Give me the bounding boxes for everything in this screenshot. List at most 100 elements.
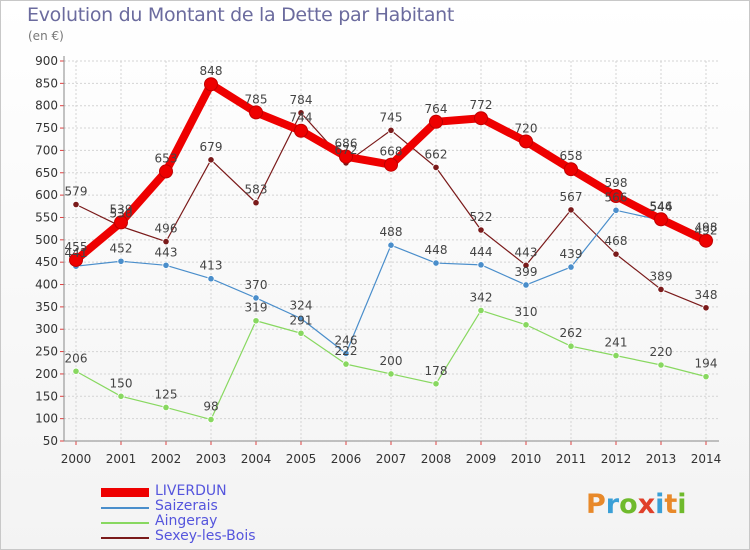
x-tick-label: 2007 (376, 452, 407, 466)
data-label: 441 (65, 246, 88, 260)
data-point-liverdun (384, 157, 398, 172)
data-label: 579 (65, 185, 88, 199)
data-label: 546 (650, 199, 673, 213)
data-point-liverdun (699, 233, 713, 248)
data-label: 98 (203, 400, 218, 414)
y-tick-label: 750 (35, 121, 58, 135)
data-label: 662 (425, 147, 448, 161)
data-label: 448 (425, 243, 448, 257)
y-tick-label: 850 (35, 76, 58, 90)
y-tick-label: 800 (35, 99, 58, 113)
data-label: 150 (110, 376, 133, 390)
data-point-aingeray (432, 380, 440, 388)
legend-label: Saizerais (155, 498, 218, 514)
y-tick-label: 900 (35, 54, 58, 68)
data-label: 720 (515, 121, 538, 135)
x-tick-label: 2002 (151, 452, 182, 466)
data-label: 672 (335, 143, 358, 157)
data-label: 686 (335, 137, 358, 151)
data-point-sexey-les-bois (162, 238, 170, 246)
data-label: 668 (380, 145, 403, 159)
data-label: 178 (425, 364, 448, 378)
chart-title: Evolution du Montant de la Dette par Hab… (27, 4, 455, 26)
data-label: 262 (560, 326, 583, 340)
data-point-liverdun (519, 134, 533, 149)
data-point-liverdun (564, 162, 578, 177)
x-tick-label: 2011 (556, 452, 587, 466)
data-point-aingeray (342, 360, 350, 368)
legend-swatch (101, 507, 149, 509)
data-point-liverdun (429, 114, 443, 129)
data-label: 488 (380, 225, 403, 239)
data-point-liverdun (249, 105, 263, 120)
data-point-sexey-les-bois (432, 163, 440, 171)
data-label: 348 (695, 288, 718, 302)
data-point-liverdun (204, 77, 218, 92)
data-label: 439 (560, 247, 583, 261)
legend-item: LIVERDUN (101, 483, 321, 500)
data-point-liverdun (474, 111, 488, 126)
data-label: 566 (605, 190, 628, 204)
data-label: 567 (560, 190, 583, 204)
data-point-liverdun (114, 215, 128, 230)
data-point-sexey-les-bois (522, 261, 530, 269)
data-point-aingeray (387, 370, 395, 378)
data-point-aingeray (657, 361, 665, 369)
legend-label: LIVERDUN (155, 483, 227, 499)
data-label: 496 (155, 222, 178, 236)
data-label: 220 (650, 345, 673, 359)
data-point-aingeray (477, 306, 485, 315)
data-point-saizerais (477, 261, 485, 269)
data-label: 443 (155, 245, 178, 259)
data-point-liverdun (339, 149, 353, 164)
data-label: 125 (155, 387, 178, 401)
x-tick-label: 2006 (331, 452, 362, 466)
data-label: 539 (110, 202, 133, 216)
data-label: 583 (245, 183, 268, 197)
data-point-sexey-les-bois (477, 226, 485, 234)
chart-legend: LIVERDUN Saizerais Aingeray Sexey-les-Bois (101, 483, 321, 545)
data-label: 785 (245, 92, 268, 106)
data-label: 468 (605, 234, 628, 248)
proxiti-logo: Proxiti (586, 489, 687, 520)
data-label: 784 (290, 93, 313, 107)
data-label: 452 (110, 241, 133, 255)
x-tick-label: 2005 (286, 452, 317, 466)
data-label: 522 (470, 210, 493, 224)
legend-swatch (101, 522, 149, 524)
data-point-aingeray (567, 342, 575, 350)
data-point-liverdun (159, 164, 173, 179)
x-tick-label: 2004 (241, 452, 272, 466)
data-point-aingeray (207, 415, 215, 424)
data-point-aingeray (522, 321, 530, 329)
data-point-aingeray (72, 367, 80, 375)
data-point-aingeray (162, 403, 170, 412)
data-label: 544 (650, 200, 673, 214)
x-tick-label: 2012 (601, 452, 632, 466)
data-label: 206 (65, 351, 88, 365)
y-tick-label: 700 (35, 143, 58, 157)
data-point-saizerais (567, 263, 575, 271)
data-label: 444 (470, 245, 493, 259)
data-label: 413 (200, 259, 223, 273)
data-label: 679 (200, 140, 223, 154)
y-tick-label: 250 (35, 345, 58, 359)
data-label: 455 (65, 240, 88, 254)
data-point-aingeray (702, 373, 710, 381)
x-tick-label: 2008 (421, 452, 452, 466)
data-label: 194 (695, 357, 718, 371)
data-point-saizerais (297, 314, 305, 323)
legend-label: Aingeray (155, 513, 218, 529)
legend-item: Saizerais (101, 498, 321, 515)
y-tick-label: 400 (35, 278, 58, 292)
data-point-saizerais (387, 241, 395, 249)
y-tick-label: 350 (35, 300, 58, 314)
data-point-saizerais (252, 294, 260, 302)
data-label: 492 (695, 223, 718, 237)
legend-swatch (101, 537, 149, 539)
data-point-saizerais (612, 206, 620, 214)
data-label: 200 (380, 354, 403, 368)
data-point-sexey-les-bois (567, 206, 575, 214)
y-tick-label: 500 (35, 233, 58, 247)
legend-swatch (101, 488, 149, 497)
